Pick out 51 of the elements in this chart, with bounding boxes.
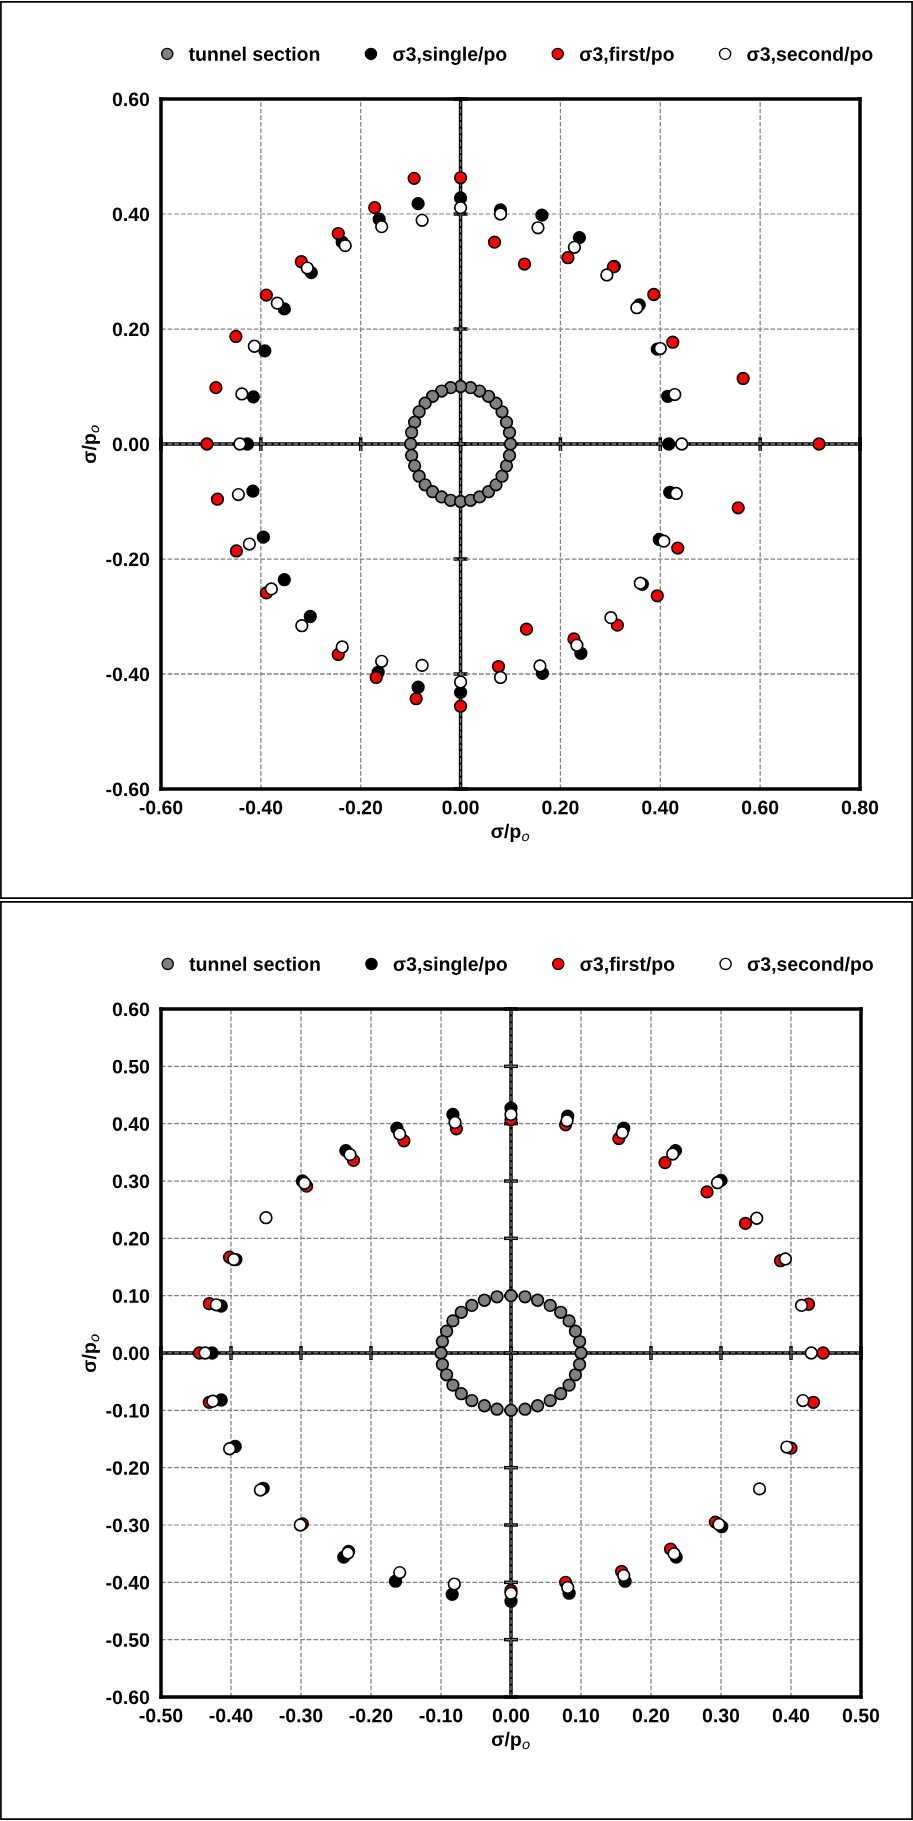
y-tick-label: 0.40 [112, 207, 150, 222]
x-tick-label: -0.30 [279, 1708, 323, 1723]
legend-label: σ3,second/po [747, 46, 873, 65]
x-axis-title: σ/p$_{o}$ [491, 823, 530, 842]
y-tick-label: -0.10 [106, 1403, 150, 1418]
legend-label: σ3,second/po [747, 956, 873, 975]
x-tick-label: 0.60 [741, 800, 779, 815]
x-tick-label: 0.50 [842, 1708, 880, 1723]
x-tick-label: 0.00 [492, 1708, 530, 1723]
legend-label: tunnel section [189, 956, 320, 971]
y-tick-label: -0.40 [106, 667, 150, 682]
y-axis-title: σ/p$_{o}$ [81, 425, 100, 464]
y-tick-label: 0.50 [112, 1059, 150, 1074]
x-tick-label: 0.10 [562, 1708, 600, 1723]
y-tick-label: 0.10 [112, 1289, 150, 1303]
legend-label: σ3,single/po [393, 46, 507, 65]
x-tick-label: -0.60 [139, 800, 183, 815]
x-tick-label: 0.40 [642, 800, 679, 815]
y-tick-label: -0.20 [106, 552, 150, 567]
x-tick-label: -0.40 [239, 800, 283, 815]
y-tick-label: 0.60 [112, 92, 150, 107]
y-tick-label: 0.00 [112, 437, 150, 452]
x-tick-label: -0.20 [339, 800, 383, 815]
x-tick-label: 0.00 [442, 800, 479, 815]
x-tick-label: -0.20 [349, 1708, 393, 1723]
y-tick-label: 0.20 [112, 1231, 150, 1246]
x-tick-label: -0.50 [139, 1708, 183, 1723]
x-tick-label: -0.10 [419, 1708, 463, 1723]
y-tick-label: 0.30 [112, 1174, 150, 1189]
legend-label: σ3,first/po [579, 46, 674, 65]
x-axis-title: σ/p$_{o}$ [491, 1731, 530, 1750]
y-tick-label: -0.60 [106, 782, 150, 797]
x-tick-label: -0.40 [209, 1708, 253, 1723]
y-tick-label: -0.30 [106, 1518, 150, 1533]
x-tick-label: 0.20 [632, 1708, 670, 1723]
y-tick-label: 0.00 [112, 1346, 150, 1361]
y-tick-label: -0.20 [106, 1461, 150, 1475]
y-tick-label: -0.60 [106, 1690, 150, 1705]
y-tick-label: 0.60 [112, 1002, 150, 1017]
y-axis-title: σ/p$_{o}$ [81, 1334, 100, 1373]
x-tick-label: 0.80 [841, 800, 879, 815]
y-tick-label: 0.20 [112, 322, 150, 337]
y-tick-label: -0.40 [106, 1575, 150, 1590]
x-tick-label: 0.40 [772, 1708, 810, 1723]
x-tick-label: 0.30 [702, 1708, 740, 1723]
legend-label: σ3,first/po [580, 956, 675, 975]
legend-label: σ3,single/po [393, 956, 507, 975]
legend-label: tunnel section [188, 46, 320, 61]
y-tick-label: 0.40 [112, 1117, 150, 1131]
x-tick-label: 0.20 [542, 800, 579, 815]
y-tick-label: -0.50 [106, 1633, 150, 1647]
